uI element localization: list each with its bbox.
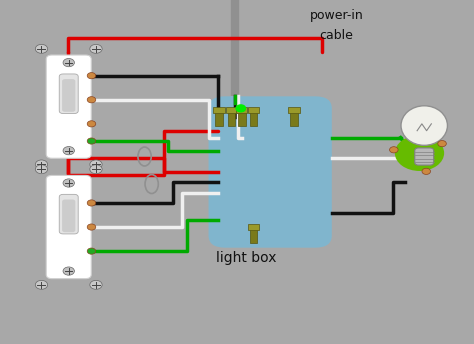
Circle shape <box>390 147 398 153</box>
Text: light box: light box <box>216 251 277 265</box>
Bar <box>290 110 298 126</box>
Circle shape <box>35 165 47 174</box>
Circle shape <box>422 168 430 174</box>
Circle shape <box>87 138 96 144</box>
Bar <box>213 107 225 113</box>
FancyBboxPatch shape <box>62 79 75 112</box>
Circle shape <box>35 44 47 53</box>
FancyBboxPatch shape <box>415 148 434 165</box>
Circle shape <box>395 135 444 171</box>
Circle shape <box>63 58 74 67</box>
FancyBboxPatch shape <box>62 200 75 232</box>
Text: cable: cable <box>319 29 354 42</box>
Circle shape <box>87 73 96 79</box>
Ellipse shape <box>401 106 447 145</box>
Circle shape <box>35 280 47 289</box>
FancyBboxPatch shape <box>59 74 78 114</box>
Circle shape <box>63 267 74 275</box>
FancyBboxPatch shape <box>59 194 78 234</box>
FancyBboxPatch shape <box>46 175 91 279</box>
Bar <box>250 227 257 243</box>
Bar <box>215 110 223 126</box>
Bar <box>226 107 237 113</box>
Circle shape <box>236 105 246 112</box>
Circle shape <box>87 97 96 103</box>
Circle shape <box>438 141 447 147</box>
Circle shape <box>87 248 96 254</box>
Circle shape <box>90 44 102 53</box>
Bar <box>236 107 247 113</box>
Text: power-in: power-in <box>310 9 364 22</box>
FancyBboxPatch shape <box>209 96 332 248</box>
Circle shape <box>63 147 74 155</box>
Bar <box>228 110 235 126</box>
Bar <box>248 224 259 230</box>
FancyBboxPatch shape <box>46 55 91 158</box>
Bar <box>250 110 257 126</box>
Circle shape <box>87 121 96 127</box>
Circle shape <box>90 165 102 174</box>
Bar <box>238 110 246 126</box>
Circle shape <box>90 160 102 169</box>
Circle shape <box>87 200 96 206</box>
Circle shape <box>35 160 47 169</box>
Circle shape <box>63 179 74 187</box>
Circle shape <box>87 224 96 230</box>
Circle shape <box>90 280 102 289</box>
Bar <box>288 107 300 113</box>
Bar <box>248 107 259 113</box>
